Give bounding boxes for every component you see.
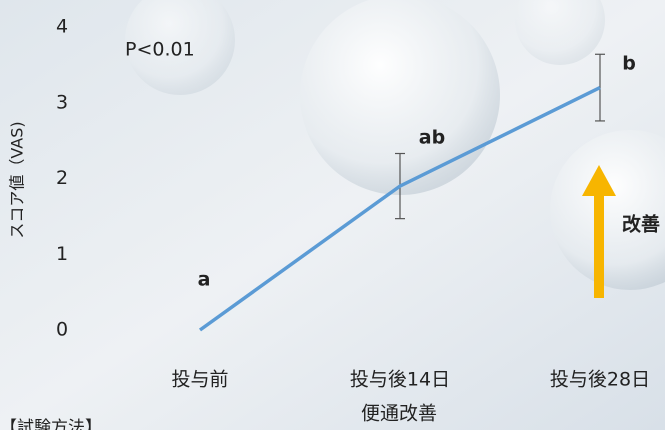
bubble — [550, 130, 665, 290]
arrow-head — [582, 165, 616, 196]
y-tick-label: 1 — [56, 243, 68, 265]
annotation: a — [198, 269, 211, 291]
y-axis-title: スコア値（VAS) — [8, 121, 27, 238]
bubble — [300, 0, 500, 195]
y-tick-label: 2 — [56, 167, 68, 189]
y-tick-label: 4 — [56, 16, 68, 38]
annotation: b — [622, 53, 636, 75]
bubble — [125, 0, 235, 95]
x-tick-label: 投与後28日 — [550, 369, 650, 391]
x-axis-title: 便通改善 — [361, 403, 437, 425]
annotation: ab — [419, 127, 445, 149]
x-tick-label: 投与後14日 — [350, 369, 450, 391]
line — [198, 86, 601, 332]
y-tick-label: 3 — [56, 91, 68, 113]
bubble — [515, 0, 605, 65]
annotation: 改善 — [622, 213, 660, 236]
arrow-shaft — [594, 195, 604, 298]
x-tick-label: 投与前 — [171, 369, 228, 391]
annotation: P<0.01 — [125, 39, 195, 61]
annotation: 【試験方法】 — [0, 418, 102, 430]
y-tick-label: 0 — [56, 319, 68, 341]
